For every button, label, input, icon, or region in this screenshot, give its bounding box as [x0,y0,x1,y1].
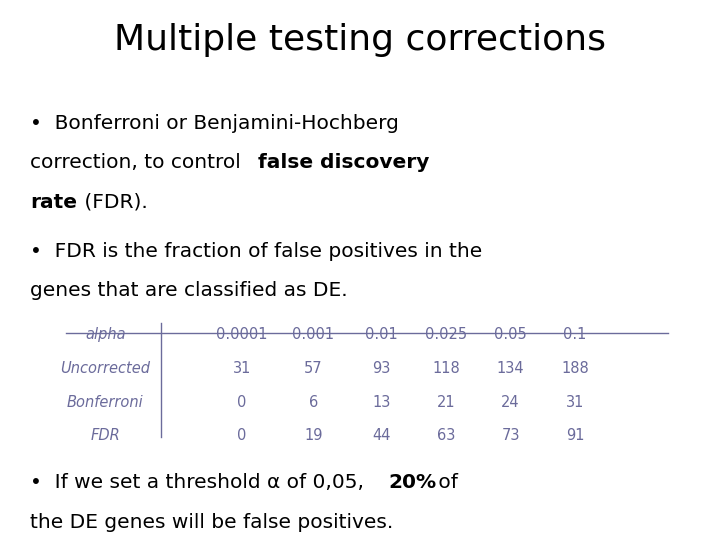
Text: the DE genes will be false positives.: the DE genes will be false positives. [30,513,393,532]
Text: 63: 63 [437,428,455,443]
Text: genes that are classified as DE.: genes that are classified as DE. [30,281,348,300]
Text: 57: 57 [304,361,323,376]
Text: 73: 73 [501,428,520,443]
Text: 21: 21 [437,395,455,410]
Text: 24: 24 [501,395,520,410]
Text: 44: 44 [372,428,391,443]
Text: of: of [433,472,459,491]
Text: rate: rate [30,193,77,212]
Text: 93: 93 [372,361,391,376]
Text: false discovery: false discovery [258,153,430,172]
Text: 134: 134 [497,361,524,376]
Text: 20%: 20% [389,472,437,491]
Text: •  FDR is the fraction of false positives in the: • FDR is the fraction of false positives… [30,242,482,261]
Text: 13: 13 [372,395,391,410]
Text: 0.01: 0.01 [365,327,398,342]
Text: 31: 31 [233,361,251,376]
Text: 0.001: 0.001 [292,327,335,342]
Text: 0.1: 0.1 [564,327,587,342]
Text: •  If we set a threshold α of 0,05,: • If we set a threshold α of 0,05, [30,472,371,491]
Text: (FDR).: (FDR). [78,193,148,212]
Text: 6: 6 [309,395,318,410]
Text: Bonferroni: Bonferroni [67,395,144,410]
Text: Multiple testing corrections: Multiple testing corrections [114,23,606,57]
Text: 31: 31 [566,395,585,410]
Text: correction, to control: correction, to control [30,153,247,172]
Text: 0.05: 0.05 [494,327,527,342]
Text: •  Bonferroni or Benjamini-Hochberg: • Bonferroni or Benjamini-Hochberg [30,114,399,133]
Text: 91: 91 [566,428,585,443]
Text: 0: 0 [237,428,246,443]
Text: 188: 188 [562,361,589,376]
Text: 19: 19 [304,428,323,443]
Text: 0.0001: 0.0001 [216,327,267,342]
Text: alpha: alpha [85,327,126,342]
Text: 118: 118 [432,361,460,376]
Text: 0.025: 0.025 [425,327,467,342]
Text: 0: 0 [237,395,246,410]
Text: FDR: FDR [91,428,120,443]
Text: Uncorrected: Uncorrected [60,361,150,376]
